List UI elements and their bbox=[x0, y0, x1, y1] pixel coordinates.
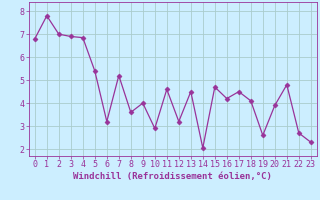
X-axis label: Windchill (Refroidissement éolien,°C): Windchill (Refroidissement éolien,°C) bbox=[73, 172, 272, 181]
